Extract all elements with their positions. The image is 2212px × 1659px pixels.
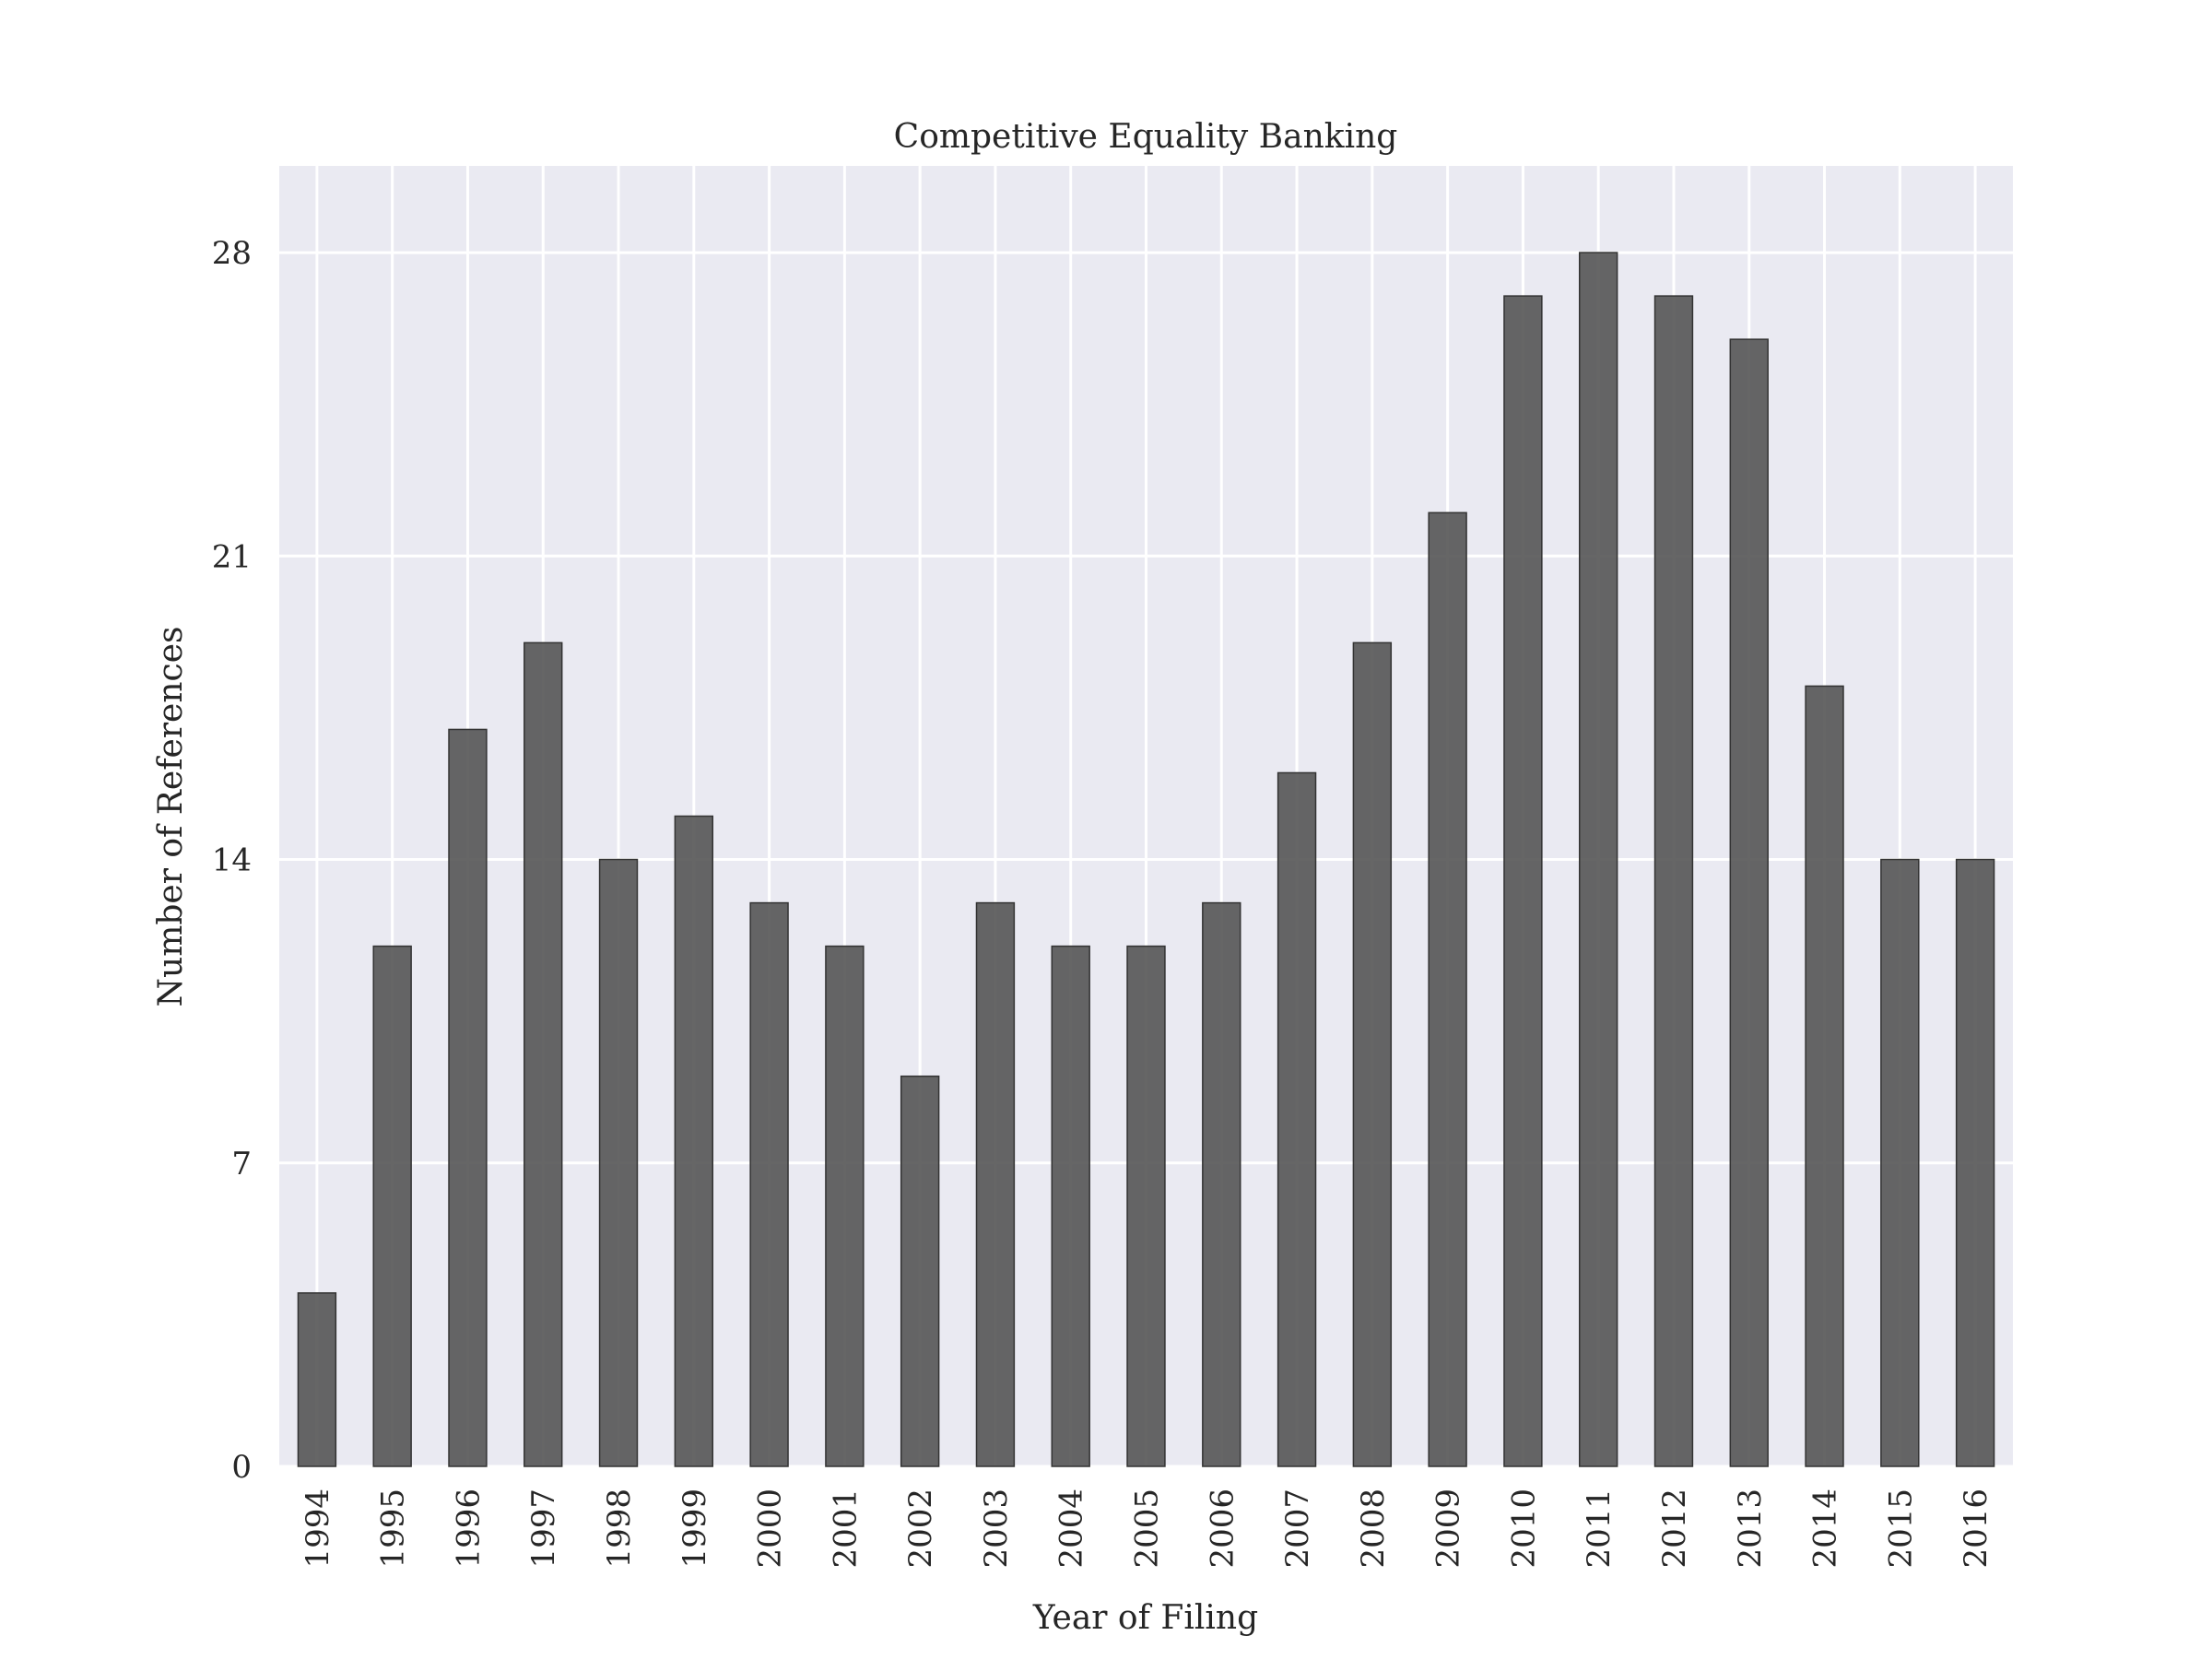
x-tick-label: 2014 (1807, 1488, 1844, 1569)
x-tick-label: 1998 (601, 1488, 638, 1569)
x-tick-label: 1996 (450, 1488, 487, 1569)
bar-2001 (825, 945, 865, 1467)
y-tick-label: 7 (231, 1146, 252, 1182)
bar-2004 (1051, 945, 1090, 1467)
bar-2006 (1202, 901, 1241, 1467)
x-tick-label: 2011 (1581, 1488, 1618, 1569)
y-tick-labels: 0 7 14 21 28 (212, 235, 252, 1486)
bar-2010 (1503, 295, 1543, 1467)
bar-1994 (297, 1292, 337, 1467)
y-tick-label: 0 (231, 1449, 252, 1486)
x-tick-label: 2004 (1053, 1488, 1090, 1569)
x-tick-label: 2003 (978, 1488, 1015, 1569)
bar-2002 (900, 1075, 940, 1467)
y-tick-label: 14 (212, 842, 252, 879)
bar-2005 (1126, 945, 1166, 1467)
y-axis-label: Number of References (152, 627, 190, 1007)
x-tick-label: 2007 (1279, 1488, 1316, 1569)
x-tick-labels: 1994 1995 1996 1997 1998 1999 2000 2001 2002 2003… (300, 1488, 1994, 1569)
bar-2008 (1352, 641, 1393, 1467)
bar-2016 (1955, 858, 1995, 1467)
bar-1999 (674, 815, 714, 1467)
x-tick-label: 2009 (1430, 1488, 1467, 1569)
x-tick-label: 2012 (1656, 1488, 1693, 1569)
x-tick-label: 1997 (525, 1488, 562, 1569)
x-tick-label: 1999 (677, 1488, 713, 1569)
x-axis-label: Year of Filing (1032, 1599, 1258, 1637)
bars (297, 252, 1995, 1467)
x-tick-label: 1994 (300, 1488, 336, 1569)
x-tick-label: 2000 (752, 1488, 789, 1569)
bar-1996 (448, 728, 488, 1467)
chart-title: Competitive Equality Banking (894, 118, 1398, 156)
x-tick-label: 2016 (1958, 1488, 1994, 1569)
bar-1997 (524, 641, 563, 1467)
bar-2000 (749, 901, 789, 1467)
x-tick-label: 2002 (902, 1488, 939, 1569)
bar-1998 (598, 858, 639, 1467)
x-tick-label: 2010 (1505, 1488, 1542, 1569)
bar-1995 (372, 945, 412, 1467)
bar-2014 (1805, 685, 1844, 1467)
bar-2015 (1880, 858, 1920, 1467)
x-tick-label: 2005 (1129, 1488, 1166, 1569)
y-tick-label: 28 (212, 235, 252, 272)
y-tick-label: 21 (212, 538, 252, 575)
bar-2011 (1579, 252, 1618, 1467)
bar-2007 (1277, 771, 1317, 1467)
x-tick-label: 2015 (1882, 1488, 1919, 1569)
bar-2009 (1428, 512, 1467, 1467)
x-tick-label: 2001 (827, 1488, 864, 1569)
x-tick-label: 2013 (1732, 1488, 1769, 1569)
x-tick-label: 2008 (1355, 1488, 1392, 1569)
x-tick-label: 2006 (1204, 1488, 1241, 1569)
x-tick-label: 1995 (375, 1488, 412, 1569)
bar-2013 (1729, 338, 1769, 1467)
bar-2003 (975, 901, 1016, 1467)
bar-2012 (1653, 295, 1694, 1467)
